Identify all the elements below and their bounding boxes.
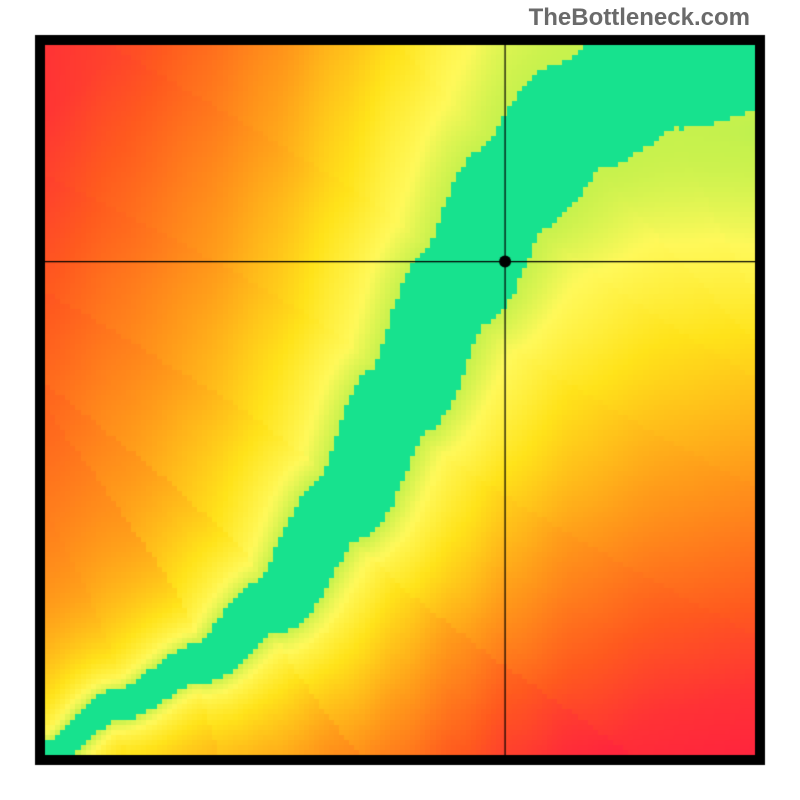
watermark-text: TheBottleneck.com [529, 4, 750, 32]
bottleneck-heatmap [0, 0, 800, 800]
